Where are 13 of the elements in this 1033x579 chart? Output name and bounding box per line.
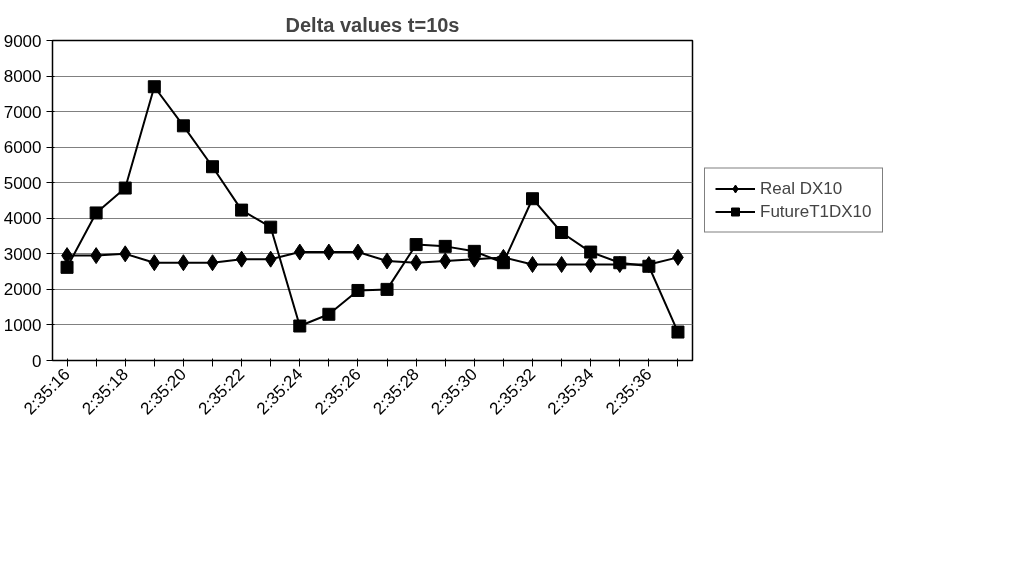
y-tick-label: 6000 <box>3 138 42 158</box>
chart-title: Delta values t=10s <box>285 13 460 36</box>
y-tick-label: 8000 <box>3 67 42 87</box>
y-tick-label: 3000 <box>3 244 42 264</box>
y-tick-label: 7000 <box>3 102 42 122</box>
y-tick-label: 4000 <box>3 209 42 229</box>
y-tick-label: 9000 <box>3 31 42 51</box>
legend-label: Real DX10 <box>760 178 843 199</box>
y-tick-label: 5000 <box>3 173 42 193</box>
y-tick-label: 2000 <box>3 280 42 300</box>
legend-label: FutureT1DX10 <box>760 201 872 222</box>
y-tick-label: 0 <box>32 351 42 371</box>
y-tick-label: 1000 <box>3 315 42 335</box>
